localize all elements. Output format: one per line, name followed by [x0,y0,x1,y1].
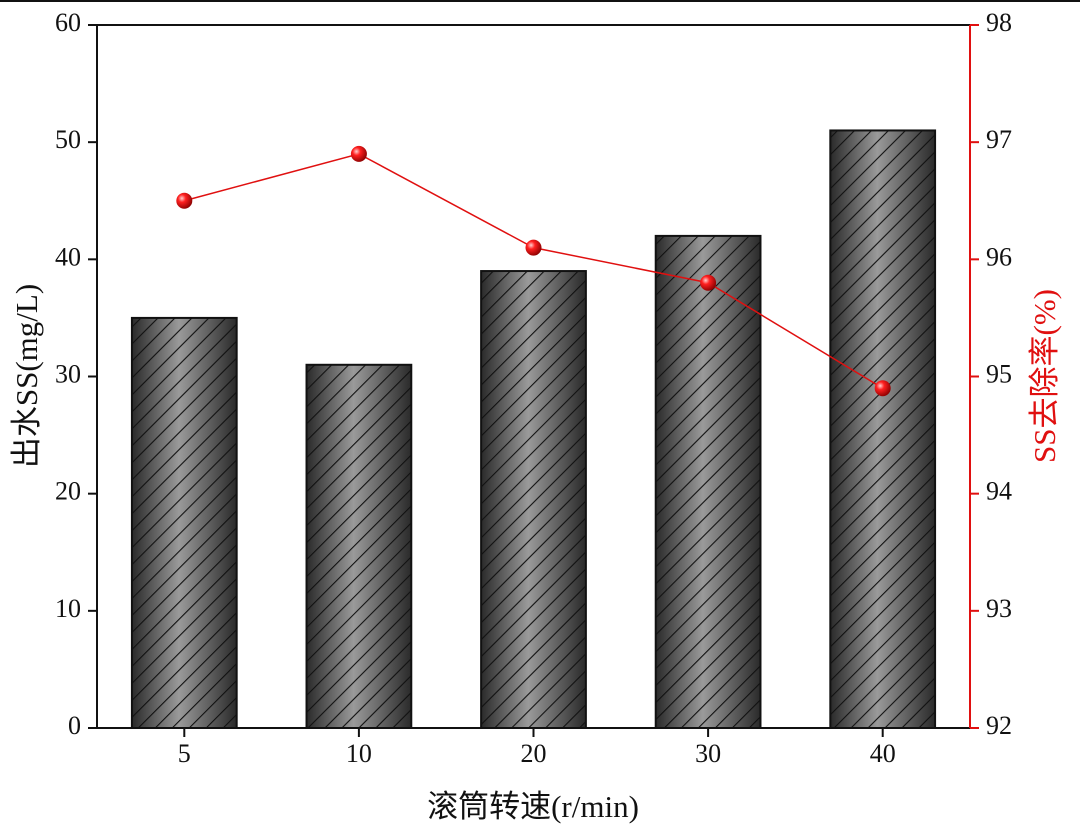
y-tick-label: 30 [55,359,81,388]
y2-tick-label: 98 [986,8,1012,37]
y-tick-label: 50 [55,125,81,154]
x-axis-title: 滚筒转速(r/min) [427,789,639,824]
bar-hatch [654,234,762,729]
y-axis-title: 出水SS(mg/L) [9,284,44,468]
line-marker [874,380,891,397]
y-tick-label: 10 [55,594,81,623]
bar [480,270,587,729]
y2-tick-label: 93 [986,594,1012,623]
bar [829,129,937,729]
x-tick-label: 10 [346,739,372,768]
y2-tick-label: 97 [986,125,1012,154]
line-marker [525,239,542,256]
y2-tick-label: 92 [986,711,1012,740]
line-marker [700,274,717,291]
x-tick-label: 5 [178,739,191,768]
bar-hatch [305,363,413,729]
y-tick-label: 0 [68,711,81,740]
x-tick-label: 30 [695,739,721,768]
bar [654,234,762,729]
bar-hatch [829,129,937,729]
line-marker [350,145,367,162]
y-tick-label: 60 [55,8,81,37]
bar-hatch [480,270,587,729]
y2-tick-label: 96 [986,242,1012,271]
y-tick-label: 20 [55,477,81,506]
y-tick-label: 40 [55,242,81,271]
bar [305,363,413,729]
bar [130,316,238,729]
y2-axis-title: SS去除率(%) [1027,289,1062,463]
x-tick-label: 20 [521,739,547,768]
line-marker [176,192,193,209]
x-tick-label: 40 [870,739,896,768]
y2-tick-label: 95 [986,359,1012,388]
y2-tick-label: 94 [986,477,1012,506]
bar-hatch [130,316,238,729]
